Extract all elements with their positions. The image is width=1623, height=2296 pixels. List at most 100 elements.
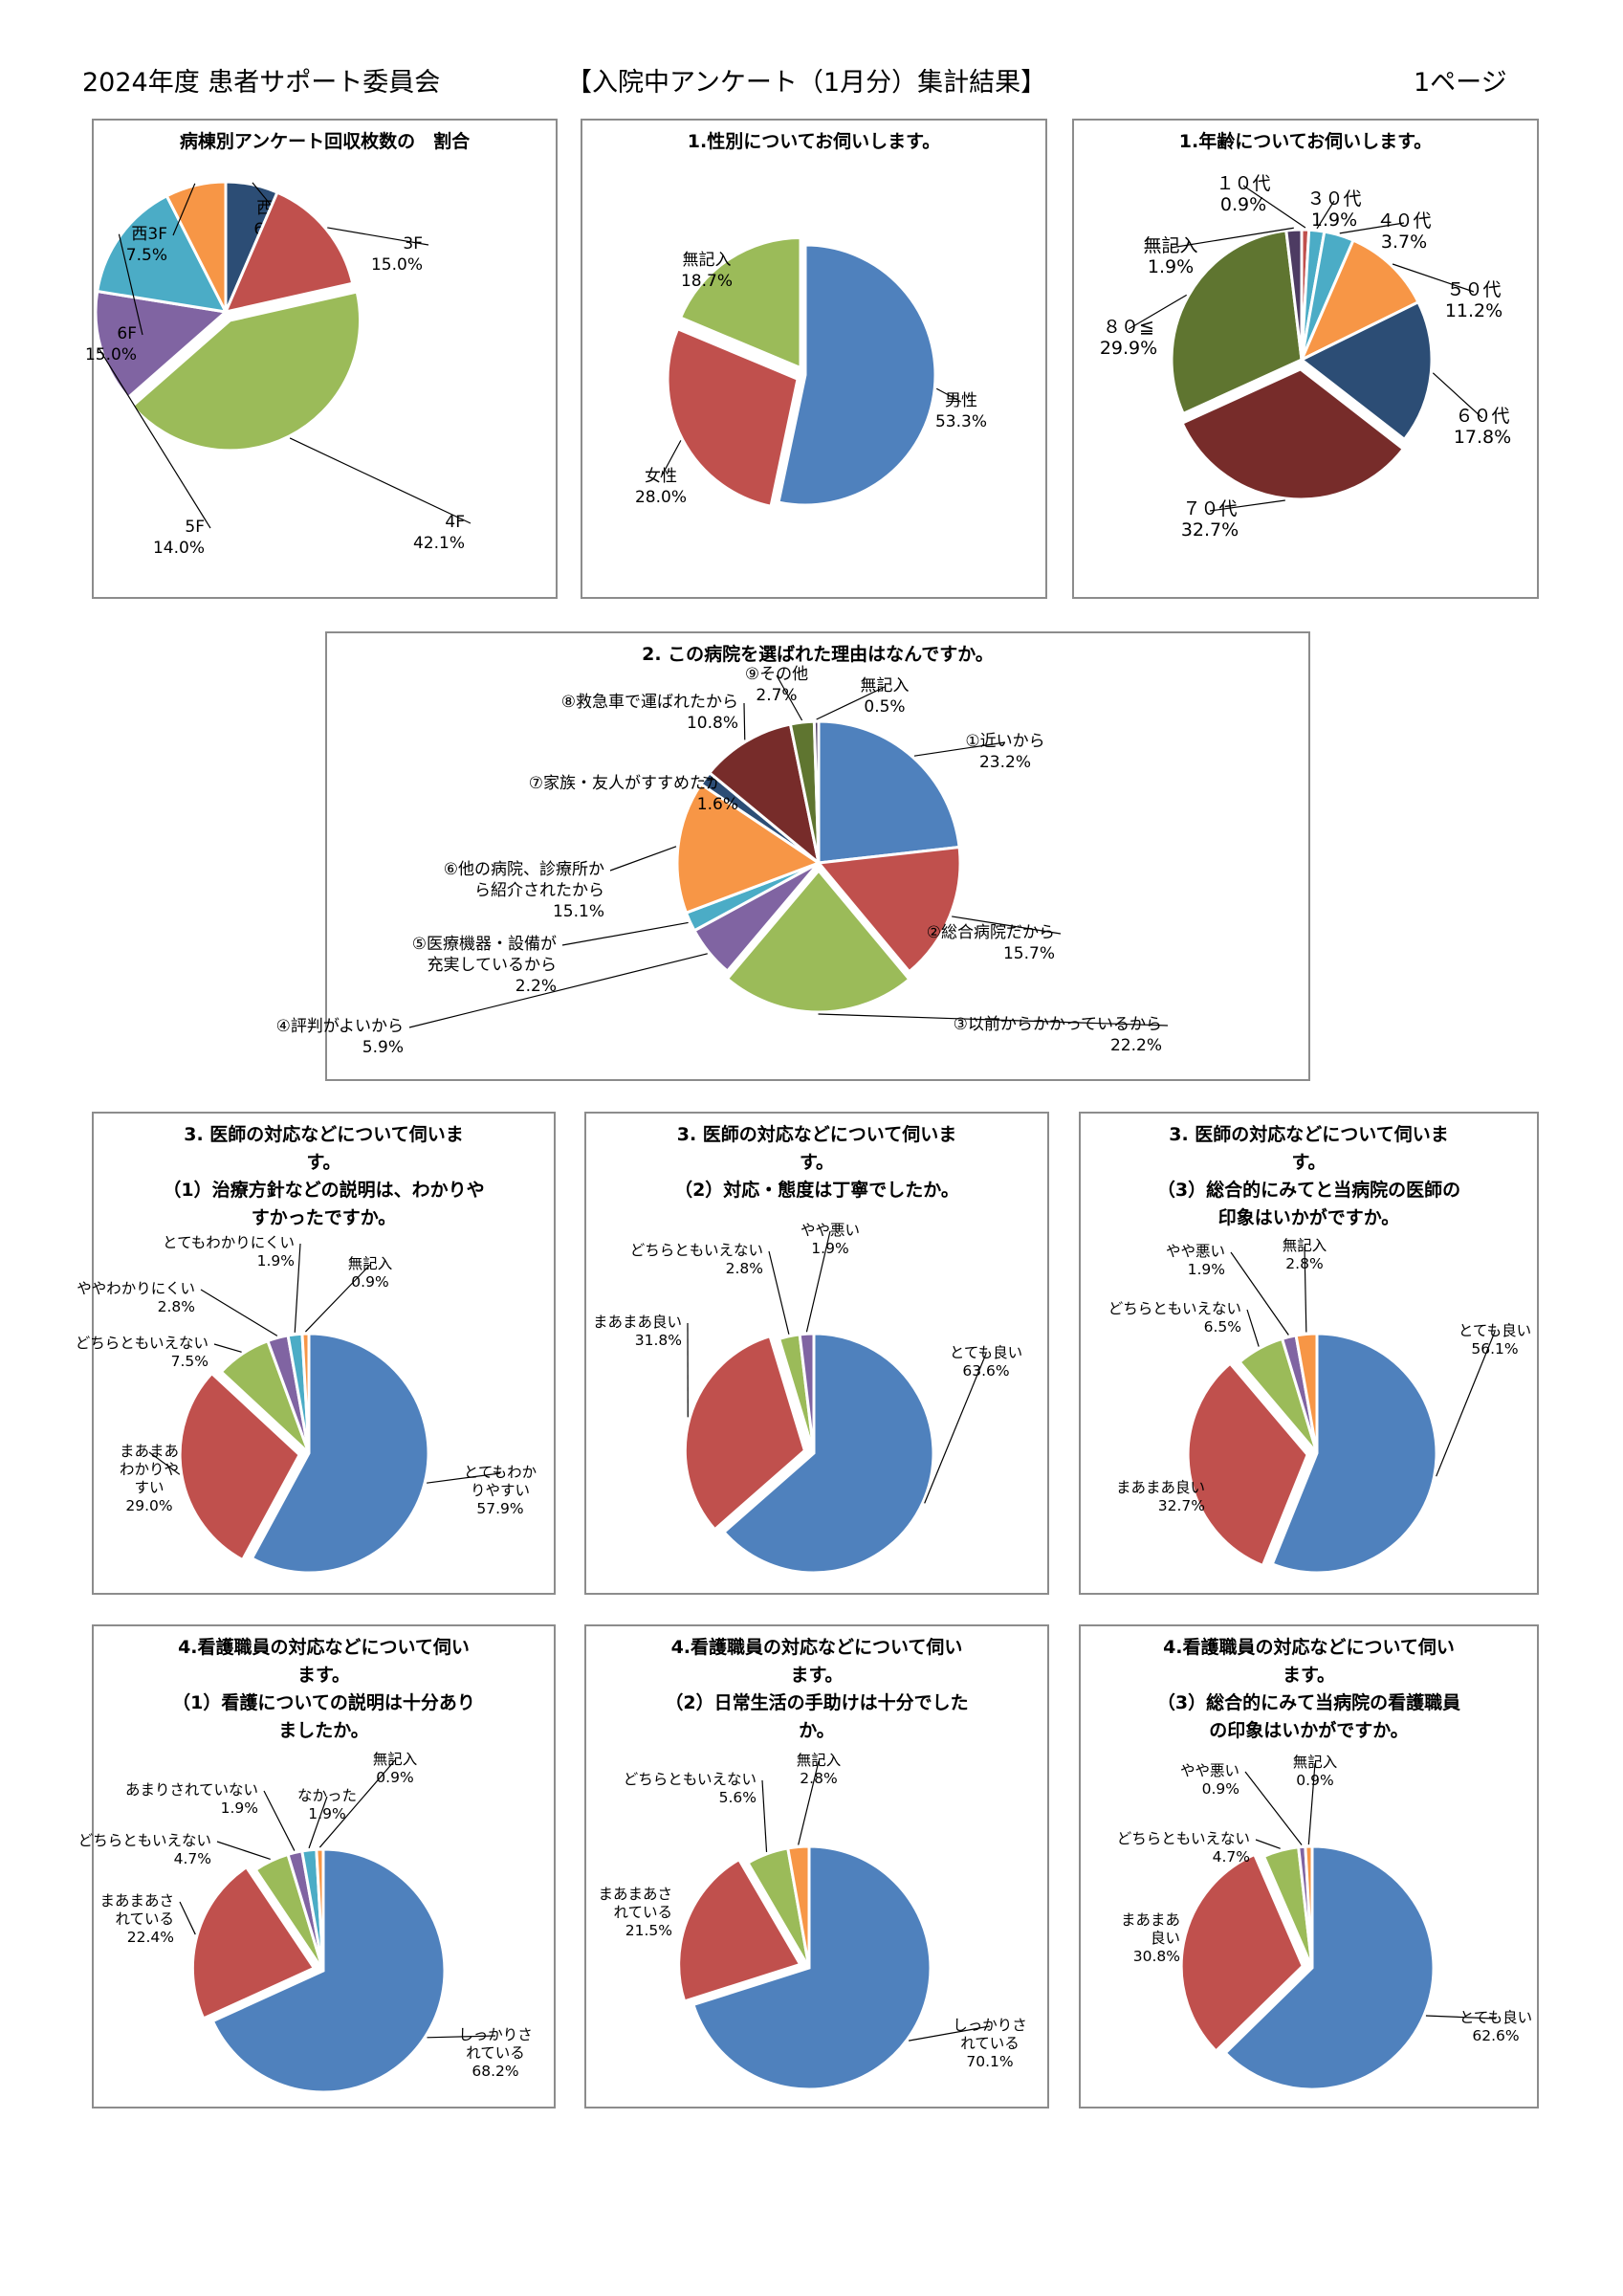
chart-title: 病棟別アンケート回収枚数の 割合 (94, 128, 556, 156)
pie-slice-4 (95, 193, 229, 314)
chart-title: 4.看護職員の対応などについて伺い ます。 （3）総合的にみて当病院の看護職員 の印象… (1081, 1634, 1537, 1745)
pie-slice-3 (798, 1332, 816, 1454)
pie-label-0: 男性 53.3% (935, 391, 987, 431)
pie-leader-line (1425, 2015, 1497, 2020)
pie-label-3: ややわかりにくい 2.8% (77, 1280, 195, 1315)
pie-leader-line (1209, 499, 1285, 512)
pie-leader-line (172, 183, 196, 236)
pie-label-5: 西3F 7.5% (126, 225, 167, 265)
chart-panel-reason: 2. この病院を選ばれた理由はなんですか。 ①近いから 23.2% ②総合病院だから 1… (276, 631, 1310, 1081)
pie-slice-1 (223, 190, 355, 315)
chart-panel-age: 1.年齢についてお伺いします。 １０代 0.9% ３０代 1.9% ４０代 3.7% ５０代 1… (1072, 119, 1539, 599)
pie-label-2: どちらともいえない 6.5% (1108, 1300, 1241, 1336)
chart-title-line: 4.看護職員の対応などについて伺い (670, 1637, 963, 1658)
pie-label-4: とてもわかりにくい 1.9% (163, 1234, 295, 1269)
chart-panel-gender: 1.性別についてお伺いします。 男性 53.3% 女性 28.0% 無記入 18.7% (581, 119, 1047, 599)
pie-label-3: 無記入 2.8% (797, 1752, 842, 1787)
pie-slice-1 (677, 1857, 802, 2003)
pie-label-7: 無記入 1.9% (1143, 235, 1197, 277)
pie-leader-line (327, 227, 429, 246)
pie-label-0: しっかりされている 68.2% (458, 2026, 533, 2080)
pie-leader-line (427, 1472, 501, 1484)
pie-chart: とても良い 62.6% まあまあ良い 30.8% どちらともいえない 4.7% やや悪い 0.… (1117, 1754, 1532, 2091)
pie-slice-0 (817, 719, 961, 865)
pie-leader-line (1304, 1246, 1307, 1333)
chart-title: 3. 医師の対応などについて伺いま す。 （3）総合的にみてと当病院の医師の 印象はい… (1081, 1121, 1537, 1232)
pie-leader-line (1128, 294, 1188, 330)
pie-label-0: とてもわかりやすい 57.9% (464, 1464, 537, 1517)
pie-slice-5 (1180, 367, 1406, 501)
pie-label-2: 4F 42.1% (413, 513, 465, 553)
pie-label-3: あまりされていない 1.9% (125, 1781, 258, 1817)
pie-label-2: どちらともいえない 4.7% (1117, 1830, 1250, 1866)
pie-leader-line (213, 1343, 242, 1353)
pie-leader-line (924, 1353, 987, 1504)
pie-slice-3 (786, 1844, 811, 1969)
pie-leader-line (743, 702, 746, 740)
pie-slice-0 (691, 1844, 932, 2091)
pie-leader-line (148, 1451, 181, 1475)
chart-title-line: 4.看護職員の対応などについて伺い (1163, 1637, 1455, 1658)
chart-title-line: ます。 (296, 1665, 351, 1686)
pie-chart: しっかりされている 70.1% まあまあされている 21.5% どちらともいえない 5.6… (598, 1752, 1027, 2091)
pie-leader-line (561, 921, 689, 946)
pie-leader-line (1392, 263, 1475, 293)
pie-label-4: 6F 15.0% (85, 324, 137, 364)
pie-label-1: 3F 15.0% (371, 234, 423, 275)
chart-title-line: 3. 医師の対応などについて伺いま (1169, 1124, 1449, 1145)
pie-slice-2 (678, 236, 802, 370)
pie-label-0: ①近いから 23.2% (965, 732, 1044, 772)
pie-label-1: 女性 28.0% (635, 467, 687, 507)
chart-panel-nurse-daily-help: 4.看護職員の対応などについて伺い ます。 （2）日常生活の手助けは十分でした か。し… (584, 1624, 1049, 2108)
chart-panel-nurse-impression: 4.看護職員の対応などについて伺い ます。 （3）総合的にみて当病院の看護職員 の印象… (1079, 1624, 1539, 2108)
chart-panel-doctor-impression: 3. 医師の対応などについて伺いま す。 （3）総合的にみてと当病院の医師の 印象はい… (1079, 1112, 1539, 1595)
pie-label-3: やや悪い 0.9% (1180, 1762, 1239, 1798)
pie-chart: しっかりされている 68.2% まあまあされている 22.4% どちらともいえない 4.7… (78, 1751, 533, 2094)
pie-leader-line (118, 233, 143, 336)
pie-leader-line (761, 1779, 768, 1852)
pie-slice-9 (812, 719, 821, 864)
pie-leader-line (294, 1243, 301, 1333)
pie-chart: １０代 0.9% ３０代 1.9% ４０代 3.7% ５０代 11.2% ６０代 17.8% ７０代… (1100, 173, 1511, 541)
pie-leader-line (263, 1790, 296, 1851)
pie-slice-7 (707, 722, 822, 867)
pie-label-7: ⑧救急車で運ばれたから 10.8% (561, 693, 738, 733)
pie-label-4: なかった 1.9% (297, 1787, 357, 1822)
pie-slice-1 (190, 1865, 317, 2020)
pie-label-0: １０代 0.9% (1216, 173, 1270, 215)
pie-slice-1 (1186, 1361, 1309, 1568)
chart-title: 3. 医師の対応などについて伺いま す。 （2）対応・態度は丁寧でしたか。 (586, 1121, 1047, 1204)
pie-chart: 西4F6.5%3F15.0%4F42.1%5F14.0%6F15.0%西3F7.… (85, 180, 472, 558)
pie-label-1: まあまあ良い 31.8% (593, 1314, 682, 1349)
pie-slice-0 (721, 1332, 935, 1575)
pie-leader-line (308, 1796, 328, 1849)
pie-leader-line (798, 1760, 820, 1845)
pie-leader-line (1316, 200, 1335, 230)
pie-label-1: ３０代 1.9% (1306, 188, 1361, 231)
chart-title-line: （1）看護についての説明は十分あり (172, 1692, 475, 1713)
pie-leader-line (1432, 372, 1483, 419)
chart-title-line: 3. 医師の対応などについて伺いま (676, 1124, 957, 1145)
chart-title-line: （2）日常生活の手助けは十分でした (665, 1692, 969, 1713)
chart-title-line: 2. この病院を選ばれた理由はなんですか。 (642, 644, 994, 665)
pie-leader-line (818, 1013, 1169, 1027)
report-header-subtitle: 【入院中アンケート（1月分）集計結果】 (566, 68, 1047, 98)
chart-title-line: （2）対応・態度は丁寧でしたか。 (674, 1180, 959, 1201)
pie-label-4: ６０代 17.8% (1454, 406, 1511, 448)
chart-title-line: の印象はいかがですか。 (1209, 1720, 1409, 1741)
chart-panel-nurse-explanation: 4.看護職員の対応などについて伺い ます。 （1）看護についての説明は十分あり ました… (78, 1624, 556, 2108)
pie-chart: とても良い 56.1% まあまあ良い 32.7% どちらともいえない 6.5% やや悪い 1.… (1108, 1237, 1531, 1575)
pie-slice-1 (683, 1334, 807, 1532)
pie-leader-line (1230, 1251, 1289, 1336)
pie-slice-4 (1304, 1844, 1314, 1969)
pie-leader-line (816, 686, 886, 720)
pie-leader-line (660, 440, 682, 478)
pie-slice-4 (1294, 1332, 1319, 1454)
pie-leader-line (952, 916, 1062, 935)
pie-leader-line (179, 1901, 196, 1935)
pie-chart: とても良い 63.6% まあまあ良い 31.8% どちらともいえない 2.8% やや悪い 1.… (593, 1222, 1022, 1575)
pie-label-1: まあまあわかりやすい 29.0% (120, 1443, 179, 1514)
pie-leader-line (408, 953, 708, 1028)
report-header-title: 2024年度 患者サポート委員会 (82, 68, 441, 98)
chart-panel-ward: 病棟別アンケート回収枚数の 割合西4F6.5%3F15.0%4F42.1%5F1… (85, 119, 558, 599)
